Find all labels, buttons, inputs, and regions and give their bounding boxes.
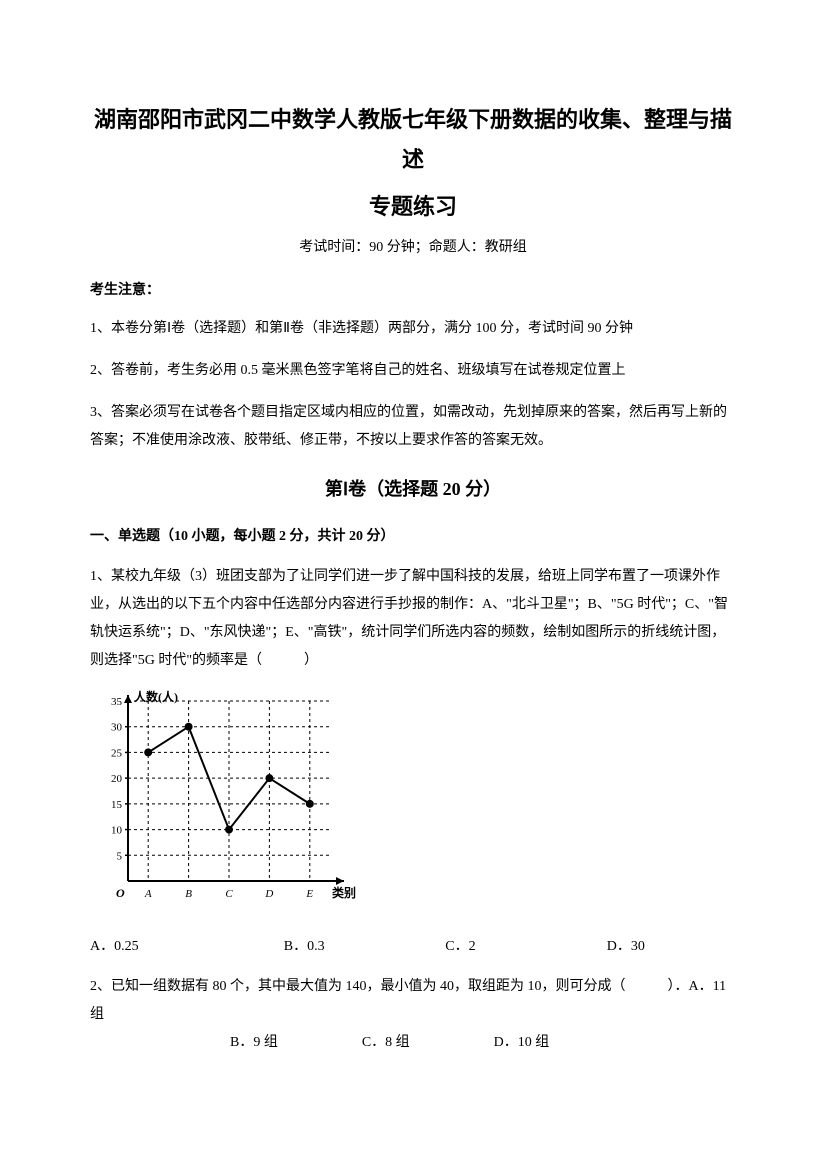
page-title-sub: 专题练习 (90, 187, 736, 227)
svg-text:B: B (185, 888, 192, 900)
svg-text:D: D (264, 888, 273, 900)
exam-info: 考试时间：90 分钟；命题人：教研组 (90, 235, 736, 260)
svg-text:人数(人): 人数(人) (134, 689, 178, 704)
svg-text:15: 15 (111, 799, 123, 811)
notice-3: 3、答案必须写在试卷各个题目指定区域内相应的位置，如需改动，先划掉原来的答案，然… (90, 399, 736, 455)
svg-text:类别: 类别 (332, 885, 356, 900)
svg-text:25: 25 (111, 747, 123, 759)
page-title-main: 湖南邵阳市武冈二中数学人教版七年级下册数据的收集、整理与描述 (90, 100, 736, 179)
svg-text:C: C (225, 888, 233, 900)
svg-text:O: O (116, 886, 125, 900)
section-1-heading: 第Ⅰ卷（选择题 20 分） (90, 473, 736, 505)
q1-option-a: A．0.25 (90, 934, 284, 959)
svg-text:30: 30 (111, 721, 123, 733)
notice-heading: 考生注意： (90, 278, 736, 303)
svg-text:5: 5 (117, 850, 123, 862)
svg-text:20: 20 (111, 773, 123, 785)
question-2: 2、已知一组数据有 80 个，其中最大值为 140，最小值为 40，取组距为 1… (90, 973, 736, 1029)
q1-option-d: D．30 (607, 934, 736, 959)
question-1-text: 1、某校九年级（3）班团支部为了让同学们进一步了解中国科技的发展，给班上同学布置… (90, 563, 736, 675)
q2-options-line2: B．9 组 C．8 组 D．10 组 (230, 1035, 549, 1050)
question-1-options: A．0.25 B．0.3 C．2 D．30 (90, 934, 736, 959)
svg-text:35: 35 (111, 696, 123, 708)
svg-text:A: A (144, 888, 152, 900)
line-chart: 5 10 15 20 25 30 35 A B C D E 人数(人) 类别 O (90, 689, 736, 920)
question-2-text: 2、已知一组数据有 80 个，其中最大值为 140，最小值为 40，取组距为 1… (90, 979, 726, 1022)
svg-text:E: E (305, 888, 313, 900)
q1-option-c: C．2 (445, 934, 607, 959)
notice-1: 1、本卷分第Ⅰ卷（选择题）和第Ⅱ卷（非选择题）两部分，满分 100 分，考试时间… (90, 315, 736, 343)
section-1-subheading: 一、单选题（10 小题，每小题 2 分，共计 20 分） (90, 524, 736, 549)
notice-2: 2、答卷前，考生务必用 0.5 毫米黑色签字笔将自己的姓名、班级填写在试卷规定位… (90, 357, 736, 385)
svg-text:10: 10 (111, 824, 123, 836)
question-2-options: B．9 组 C．8 组 D．10 组 (90, 1029, 736, 1057)
q1-option-b: B．0.3 (284, 934, 446, 959)
